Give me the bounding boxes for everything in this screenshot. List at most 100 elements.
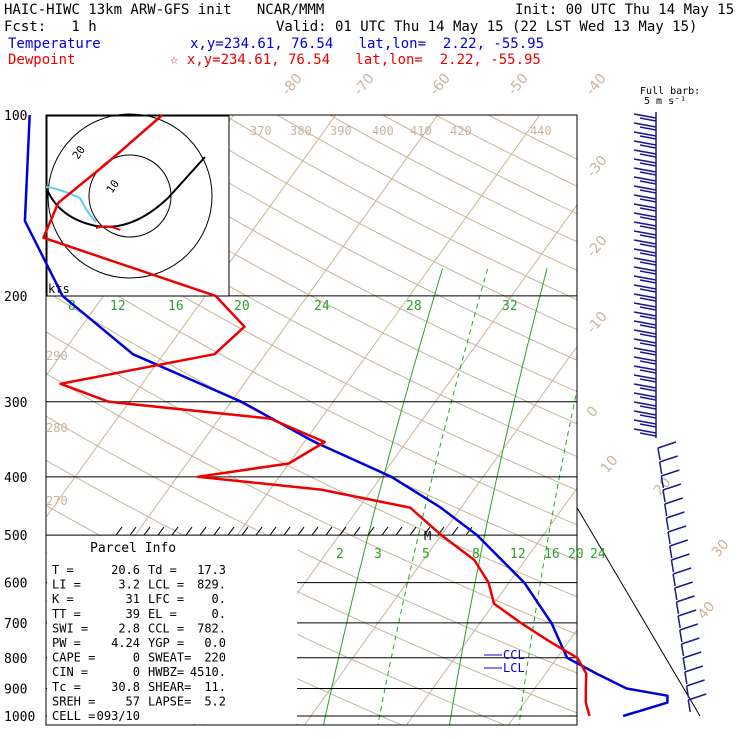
- wind-barb: [684, 665, 704, 673]
- wind-barb: [633, 158, 657, 164]
- isotherm-line: [46, 115, 337, 519]
- theta-label: 380: [290, 124, 312, 138]
- wind-staff-segment: [679, 629, 683, 643]
- tick-mark: [171, 526, 179, 536]
- isotherm-line: [608, 88, 740, 729]
- dewpoint-location-text: x,y=234.61, 76.54 lat,lon= 2.22, -55.95: [186, 52, 541, 68]
- parcel-row-value: 5.2: [204, 694, 226, 708]
- wind-barb: [639, 432, 657, 437]
- parcel-row-value: 39: [126, 607, 140, 621]
- wind-staff-segment: [663, 503, 668, 517]
- wind-barb: [633, 257, 657, 263]
- isotherm-label: -70: [351, 71, 378, 99]
- wind-barb: [671, 553, 690, 561]
- wind-barb: [633, 392, 657, 398]
- isotherm-label: 0: [584, 403, 602, 420]
- wind-barb: [639, 369, 657, 374]
- pressure-tick-label: 1000: [4, 710, 35, 725]
- tick-mark: [409, 526, 417, 536]
- wind-barb: [688, 693, 707, 701]
- tick-mark: [213, 526, 221, 536]
- wind-barb: [639, 315, 657, 320]
- pressure-tick-label: 500: [4, 529, 27, 544]
- wind-barb: [639, 405, 657, 410]
- wind-barb: [633, 293, 657, 299]
- parcel-row-label: K =: [52, 592, 74, 606]
- wind-barb: [633, 365, 657, 371]
- mixing-ratio-label: 32: [502, 299, 518, 314]
- mixing-ratio-label: 20: [234, 299, 250, 314]
- mixing-ratio-line: [664, 268, 723, 728]
- parcel-row-value: 57: [126, 694, 140, 708]
- wind-barb: [633, 338, 657, 344]
- plot-frame: [45, 114, 578, 726]
- theta-label: 270: [46, 494, 68, 508]
- mixing-ratio-label: 28: [406, 299, 422, 314]
- parcel-row-value: 17.3: [197, 563, 226, 577]
- parcel-row-value: 0.0: [204, 636, 226, 650]
- isotherm-label: -50: [505, 71, 532, 99]
- wind-barb: [639, 252, 657, 257]
- wind-barb: [633, 284, 657, 290]
- wind-barb: [633, 356, 657, 362]
- parcel-row-label: LAPSE=: [148, 694, 191, 708]
- parcel-row-value: 3.2: [118, 578, 140, 592]
- mixing-ratio-label: 3: [374, 547, 382, 562]
- tick-mark: [129, 526, 137, 536]
- wind-staff-segment: [677, 615, 681, 629]
- parcel-row-label: T =: [52, 563, 74, 577]
- wind-barb: [633, 194, 657, 200]
- wind-barb: [666, 511, 685, 519]
- mixing-ratio-line: [322, 268, 444, 725]
- parcel-row-label: TT =: [52, 607, 81, 621]
- wind-barb: [639, 387, 657, 392]
- wind-staff-segment: [660, 475, 665, 489]
- parcel-row-label: EL =: [148, 607, 177, 621]
- wind-barb: [676, 595, 695, 603]
- tick-mark: [255, 526, 263, 536]
- wind-barb: [633, 122, 657, 128]
- wind-barb: [639, 333, 657, 338]
- wind-barb: [639, 144, 657, 149]
- wind-barb: [633, 131, 657, 137]
- header-fcst: Fcst: 1 h: [4, 19, 97, 35]
- isotherm-line: [303, 345, 577, 725]
- parcel-row-value: 0: [133, 651, 140, 665]
- wind-barb: [633, 410, 657, 416]
- mixing-ratio-label: 8: [68, 299, 76, 314]
- wind-barb: [633, 140, 657, 146]
- tick-mark: [283, 526, 291, 536]
- dry-adiabat-line: [64, 115, 577, 393]
- isotherm-label: -60: [427, 71, 454, 99]
- wind-barb: [662, 483, 682, 491]
- wind-barb: [633, 320, 657, 326]
- theta-label: 420: [450, 124, 472, 138]
- wind-barb: [633, 347, 657, 353]
- header-valid: Valid: 01 UTC Thu 14 May 15 (22 LST Wed …: [276, 19, 698, 35]
- pressure-tick-label: 700: [4, 617, 27, 632]
- parcel-row-label: SWEAT=: [148, 651, 191, 665]
- wind-staff-segment: [675, 601, 680, 615]
- wind-staff-segment: [687, 699, 691, 713]
- wind-barb: [639, 324, 657, 329]
- parcel-row-value: 30.8: [111, 680, 140, 694]
- parcel-row-value: 2.8: [118, 621, 140, 635]
- wind-barb: [633, 113, 657, 119]
- tick-mark: [325, 526, 333, 536]
- wind-barb: [639, 117, 657, 122]
- hodograph-trace-low: [45, 186, 97, 223]
- dry-adiabat-line: [117, 115, 577, 361]
- theta-label: 400: [372, 124, 394, 138]
- parcel-row-label: PW =: [52, 636, 81, 650]
- parcel-row-value: 4510.: [190, 665, 226, 679]
- tick-mark: [269, 526, 277, 536]
- tick-mark: [143, 526, 151, 536]
- pressure-tick-label: 200: [4, 290, 27, 305]
- parcel-row-label: CCL =: [148, 621, 184, 635]
- parcel-row-label: YGP =: [148, 636, 184, 650]
- wind-barb: [679, 623, 699, 631]
- mixing-ratio-label: 12: [510, 547, 526, 562]
- wind-column-edge: [576, 507, 701, 717]
- wind-barb: [633, 212, 657, 218]
